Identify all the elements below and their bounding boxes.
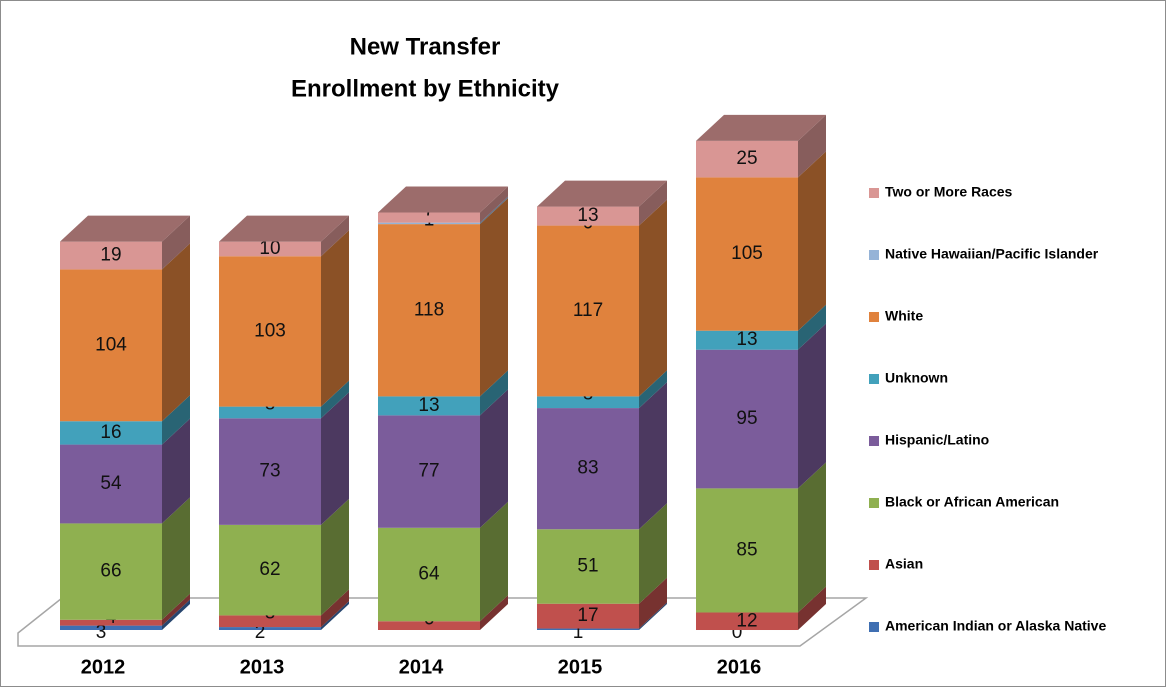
value-label: 77	[418, 461, 439, 482]
x-tick-label: 2012	[81, 656, 126, 678]
chart-title: New Transfer	[350, 33, 501, 60]
value-label: 83	[577, 458, 598, 479]
x-tick-label: 2013	[240, 656, 285, 678]
bar	[219, 627, 321, 630]
legend-label: Two or More Races	[885, 184, 1013, 200]
value-label: 64	[418, 564, 440, 585]
legend-swatch	[869, 188, 879, 198]
bar-side	[480, 198, 508, 396]
value-label: 51	[577, 556, 598, 577]
value-label: 62	[259, 559, 280, 580]
value-label: 104	[95, 334, 127, 355]
legend-swatch	[869, 622, 879, 632]
legend-label: Unknown	[885, 370, 948, 386]
value-label: 85	[736, 539, 757, 560]
value-label: 54	[100, 473, 122, 494]
value-label: 12	[736, 610, 757, 631]
bar	[537, 629, 639, 630]
legend-label: American Indian or Alaska Native	[885, 618, 1106, 634]
value-label: 95	[736, 408, 757, 429]
legend-swatch	[869, 312, 879, 322]
bar-side	[639, 200, 667, 397]
bar-side	[798, 324, 826, 489]
value-label: 19	[100, 245, 121, 266]
value-label: 73	[259, 461, 280, 482]
value-label: 105	[731, 243, 763, 264]
bar-side	[321, 230, 349, 406]
legend-label: Black or African American	[885, 494, 1059, 510]
value-label: 16	[100, 422, 121, 443]
value-label: 13	[577, 205, 598, 226]
legend-swatch	[869, 374, 879, 384]
legend-swatch	[869, 560, 879, 570]
value-label: 13	[736, 329, 757, 350]
value-label: 25	[736, 148, 757, 169]
legend-swatch	[869, 250, 879, 260]
value-label: 103	[254, 320, 286, 341]
bar-side	[798, 151, 826, 330]
bar-side	[162, 243, 190, 421]
chart-title: Enrollment by Ethnicity	[291, 75, 560, 102]
bar-side	[798, 462, 826, 612]
legend-swatch	[869, 498, 879, 508]
value-label: 13	[418, 395, 439, 416]
legend-swatch	[869, 436, 879, 446]
value-label: 117	[573, 300, 603, 321]
x-tick-label: 2014	[399, 656, 444, 678]
legend-label: White	[885, 308, 923, 324]
legend-label: Asian	[885, 556, 923, 572]
x-tick-label: 2015	[558, 656, 603, 678]
value-label: 118	[414, 299, 444, 320]
value-label: 66	[100, 561, 121, 582]
legend-label: Hispanic/Latino	[885, 432, 989, 448]
legend-label: Native Hawaiian/Pacific Islander	[885, 246, 1099, 262]
value-label: 17	[577, 605, 598, 626]
x-tick-label: 2016	[717, 656, 762, 678]
